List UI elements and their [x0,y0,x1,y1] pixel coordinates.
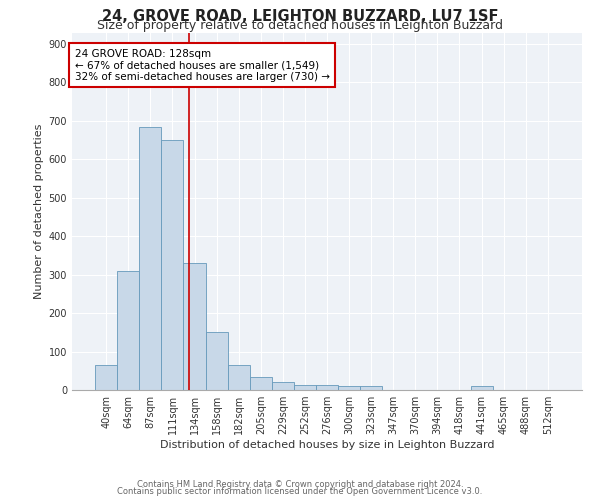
Bar [184,263,206,390]
Bar [272,382,294,390]
Bar [470,386,493,390]
Y-axis label: Number of detached properties: Number of detached properties [34,124,44,299]
Bar [316,386,338,390]
Bar [139,126,161,390]
Bar [206,332,227,390]
Text: Size of property relative to detached houses in Leighton Buzzard: Size of property relative to detached ho… [97,18,503,32]
Bar [227,365,250,390]
Bar [250,376,272,390]
Bar [360,386,382,390]
Bar [338,386,360,390]
Bar [294,386,316,390]
X-axis label: Distribution of detached houses by size in Leighton Buzzard: Distribution of detached houses by size … [160,440,494,450]
Text: Contains public sector information licensed under the Open Government Licence v3: Contains public sector information licen… [118,487,482,496]
Bar [95,365,117,390]
Text: 24, GROVE ROAD, LEIGHTON BUZZARD, LU7 1SF: 24, GROVE ROAD, LEIGHTON BUZZARD, LU7 1S… [102,9,498,24]
Text: 24 GROVE ROAD: 128sqm
← 67% of detached houses are smaller (1,549)
32% of semi-d: 24 GROVE ROAD: 128sqm ← 67% of detached … [74,48,329,82]
Bar [161,140,184,390]
Bar [117,271,139,390]
Text: Contains HM Land Registry data © Crown copyright and database right 2024.: Contains HM Land Registry data © Crown c… [137,480,463,489]
